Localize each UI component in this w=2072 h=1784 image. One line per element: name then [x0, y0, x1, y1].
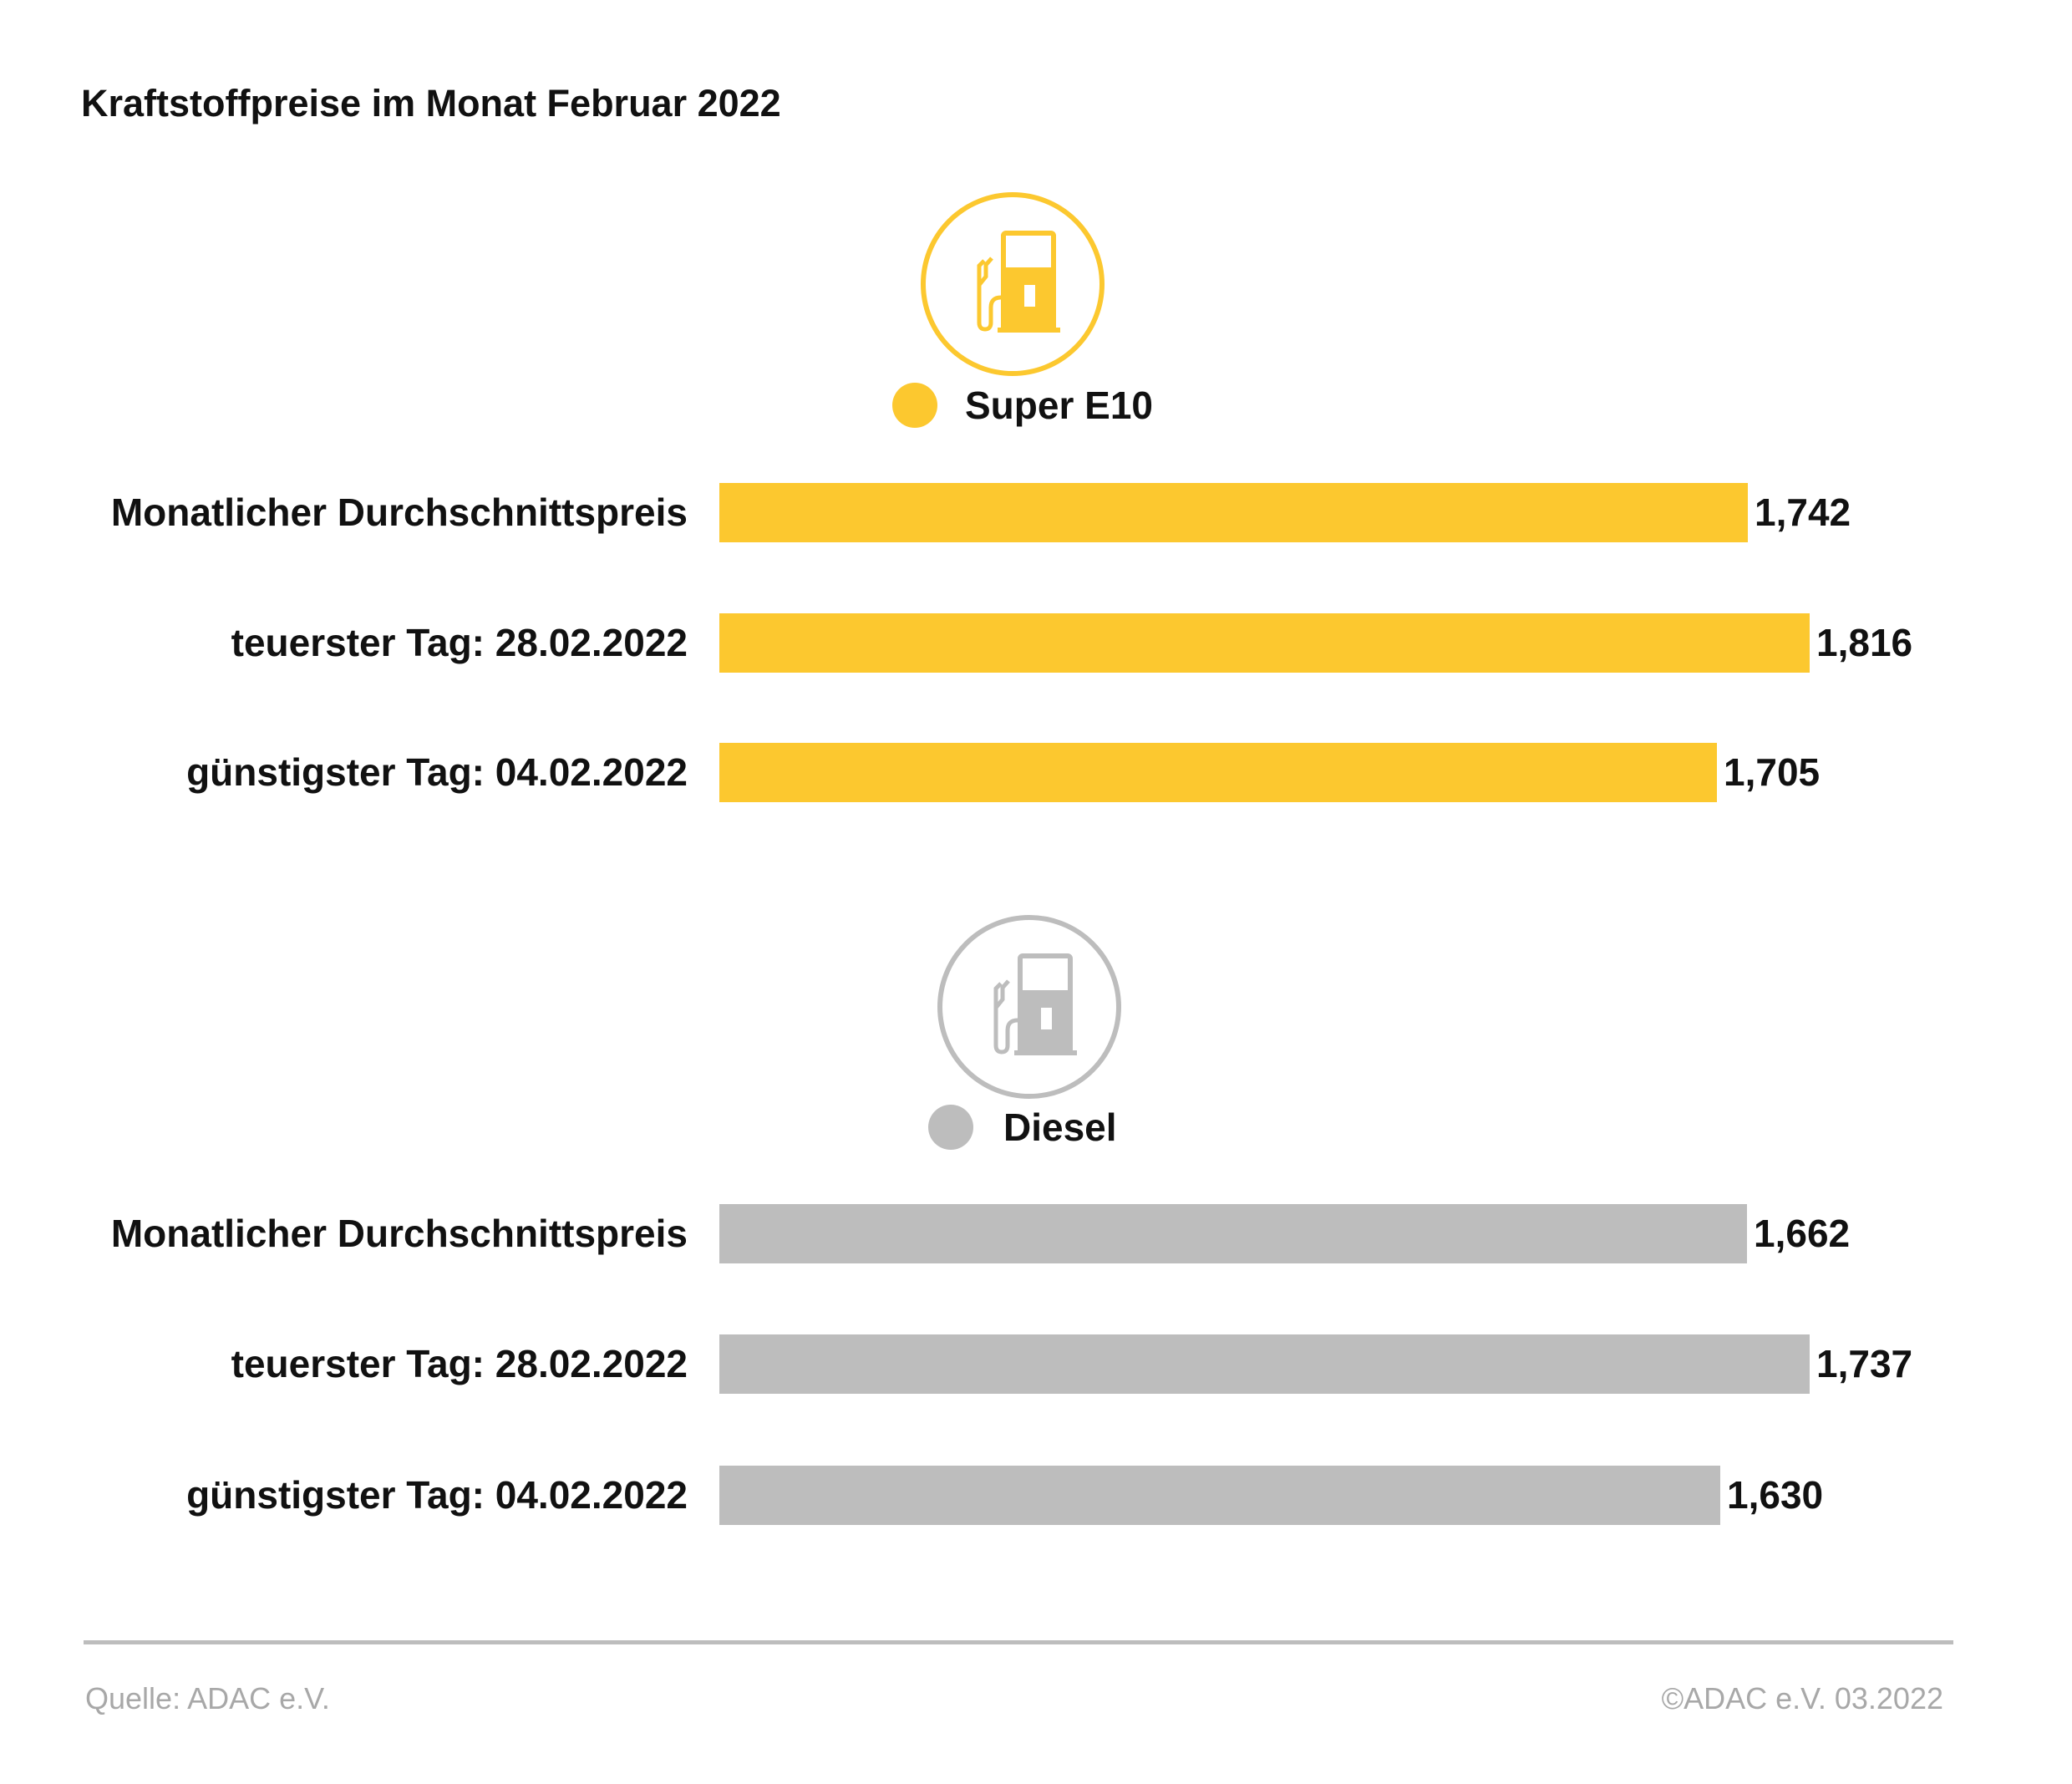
category-label: günstigster Tag: 04.02.2022 — [186, 1473, 688, 1517]
legend-marker — [892, 383, 937, 428]
value-label: 1,630 — [1727, 1473, 1824, 1517]
footer-divider — [84, 1640, 1953, 1644]
value-label: 1,705 — [1724, 750, 1821, 794]
value-label: 1,737 — [1816, 1342, 1913, 1385]
bar — [719, 1204, 1747, 1263]
category-label: Monatlicher Durchschnittspreis — [110, 1212, 688, 1255]
legend-label: Diesel — [1003, 1105, 1117, 1149]
category-label: günstigster Tag: 04.02.2022 — [186, 750, 688, 794]
value-label: 1,816 — [1816, 621, 1913, 664]
legend-marker — [928, 1105, 973, 1150]
bar — [719, 1334, 1810, 1394]
category-label: Monatlicher Durchschnittspreis — [110, 490, 688, 534]
bar — [719, 743, 1717, 802]
copyright-note: ©ADAC e.V. 03.2022 — [1661, 1681, 1943, 1715]
fuel-pump-icon — [936, 913, 1123, 1105]
chart-title: Kraftstoffpreise im Monat Februar 2022 — [81, 82, 781, 125]
fuel-pump-icon — [919, 191, 1106, 382]
source-note: Quelle: ADAC e.V. — [85, 1681, 330, 1715]
bar — [719, 613, 1810, 673]
category-label: teuerster Tag: 28.02.2022 — [231, 621, 688, 664]
bar — [719, 1466, 1720, 1525]
category-label: teuerster Tag: 28.02.2022 — [231, 1342, 688, 1385]
value-label: 1,662 — [1754, 1212, 1851, 1255]
legend-label: Super E10 — [965, 384, 1153, 427]
bar — [719, 483, 1748, 542]
value-label: 1,742 — [1755, 490, 1851, 534]
